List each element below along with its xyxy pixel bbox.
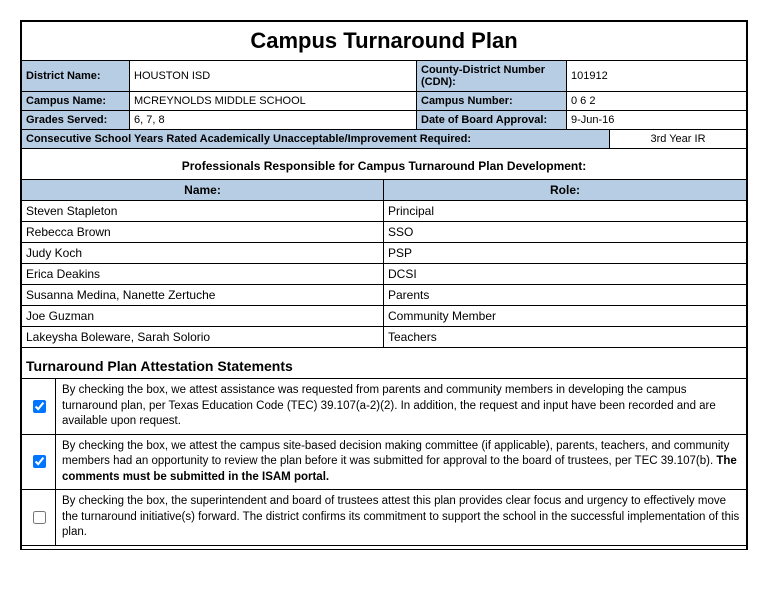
grades-label: Grades Served:	[22, 111, 130, 129]
role-cell: DCSI	[384, 264, 746, 284]
name-header: Name:	[22, 180, 384, 200]
attestation-text: By checking the box, we attest assistanc…	[56, 379, 746, 434]
info-row-grades: Grades Served: 6, 7, 8 Date of Board App…	[22, 111, 746, 130]
attestation-row: By checking the box, the superintendent …	[22, 490, 746, 546]
attestation-row: By checking the box, we attest the campu…	[22, 435, 746, 491]
checkbox-cell	[22, 435, 56, 490]
table-row: Lakeysha Boleware, Sarah SolorioTeachers	[22, 327, 746, 348]
table-row: Susanna Medina, Nanette ZertucheParents	[22, 285, 746, 306]
page-title: Campus Turnaround Plan	[22, 22, 746, 61]
role-cell: Parents	[384, 285, 746, 305]
role-cell: Community Member	[384, 306, 746, 326]
board-label: Date of Board Approval:	[417, 111, 567, 129]
consec-value: 3rd Year IR	[610, 130, 746, 148]
cdn-label: County-District Number (CDN):	[417, 61, 567, 91]
attestation-checkbox[interactable]	[33, 511, 46, 524]
attestation-row: By checking the box, we attest assistanc…	[22, 379, 746, 435]
attestation-heading: Turnaround Plan Attestation Statements	[22, 348, 746, 379]
checkbox-cell	[22, 379, 56, 434]
role-cell: Principal	[384, 201, 746, 221]
board-value: 9-Jun-16	[567, 111, 746, 129]
table-row: Erica DeakinsDCSI	[22, 264, 746, 285]
role-cell: PSP	[384, 243, 746, 263]
checkbox-cell	[22, 490, 56, 545]
table-row: Joe GuzmanCommunity Member	[22, 306, 746, 327]
responsibles-header-row: Name: Role:	[22, 180, 746, 201]
attestation-checkbox[interactable]	[33, 400, 46, 413]
district-label: District Name:	[22, 61, 130, 91]
campus-num-label: Campus Number:	[417, 92, 567, 110]
attestation-text: By checking the box, we attest the campu…	[56, 435, 746, 490]
info-row-district: District Name: HOUSTON ISD County-Distri…	[22, 61, 746, 92]
name-cell: Joe Guzman	[22, 306, 384, 326]
attestation-checkbox[interactable]	[33, 455, 46, 468]
role-cell: Teachers	[384, 327, 746, 347]
role-cell: SSO	[384, 222, 746, 242]
name-cell: Rebecca Brown	[22, 222, 384, 242]
cdn-value: 101912	[567, 61, 746, 91]
table-row: Rebecca BrownSSO	[22, 222, 746, 243]
name-cell: Susanna Medina, Nanette Zertuche	[22, 285, 384, 305]
campus-value: MCREYNOLDS MIDDLE SCHOOL	[130, 92, 417, 110]
table-row: Judy KochPSP	[22, 243, 746, 264]
attestation-text: By checking the box, the superintendent …	[56, 490, 746, 545]
campus-num-value: 0 6 2	[567, 92, 746, 110]
consec-label: Consecutive School Years Rated Academica…	[22, 130, 610, 148]
name-cell: Lakeysha Boleware, Sarah Solorio	[22, 327, 384, 347]
info-row-consec: Consecutive School Years Rated Academica…	[22, 130, 746, 149]
name-cell: Erica Deakins	[22, 264, 384, 284]
campus-label: Campus Name:	[22, 92, 130, 110]
responsibles-rows: Steven StapletonPrincipalRebecca BrownSS…	[22, 201, 746, 348]
attestation-rows: By checking the box, we attest assistanc…	[22, 379, 746, 546]
plan-sheet: Campus Turnaround Plan District Name: HO…	[20, 20, 748, 550]
name-cell: Judy Koch	[22, 243, 384, 263]
name-cell: Steven Stapleton	[22, 201, 384, 221]
table-row: Steven StapletonPrincipal	[22, 201, 746, 222]
district-value: HOUSTON ISD	[130, 61, 417, 91]
role-header: Role:	[384, 180, 746, 200]
responsibles-heading: Professionals Responsible for Campus Tur…	[22, 149, 746, 180]
info-row-campus: Campus Name: MCREYNOLDS MIDDLE SCHOOL Ca…	[22, 92, 746, 111]
grades-value: 6, 7, 8	[130, 111, 417, 129]
bottom-gap	[22, 546, 746, 550]
